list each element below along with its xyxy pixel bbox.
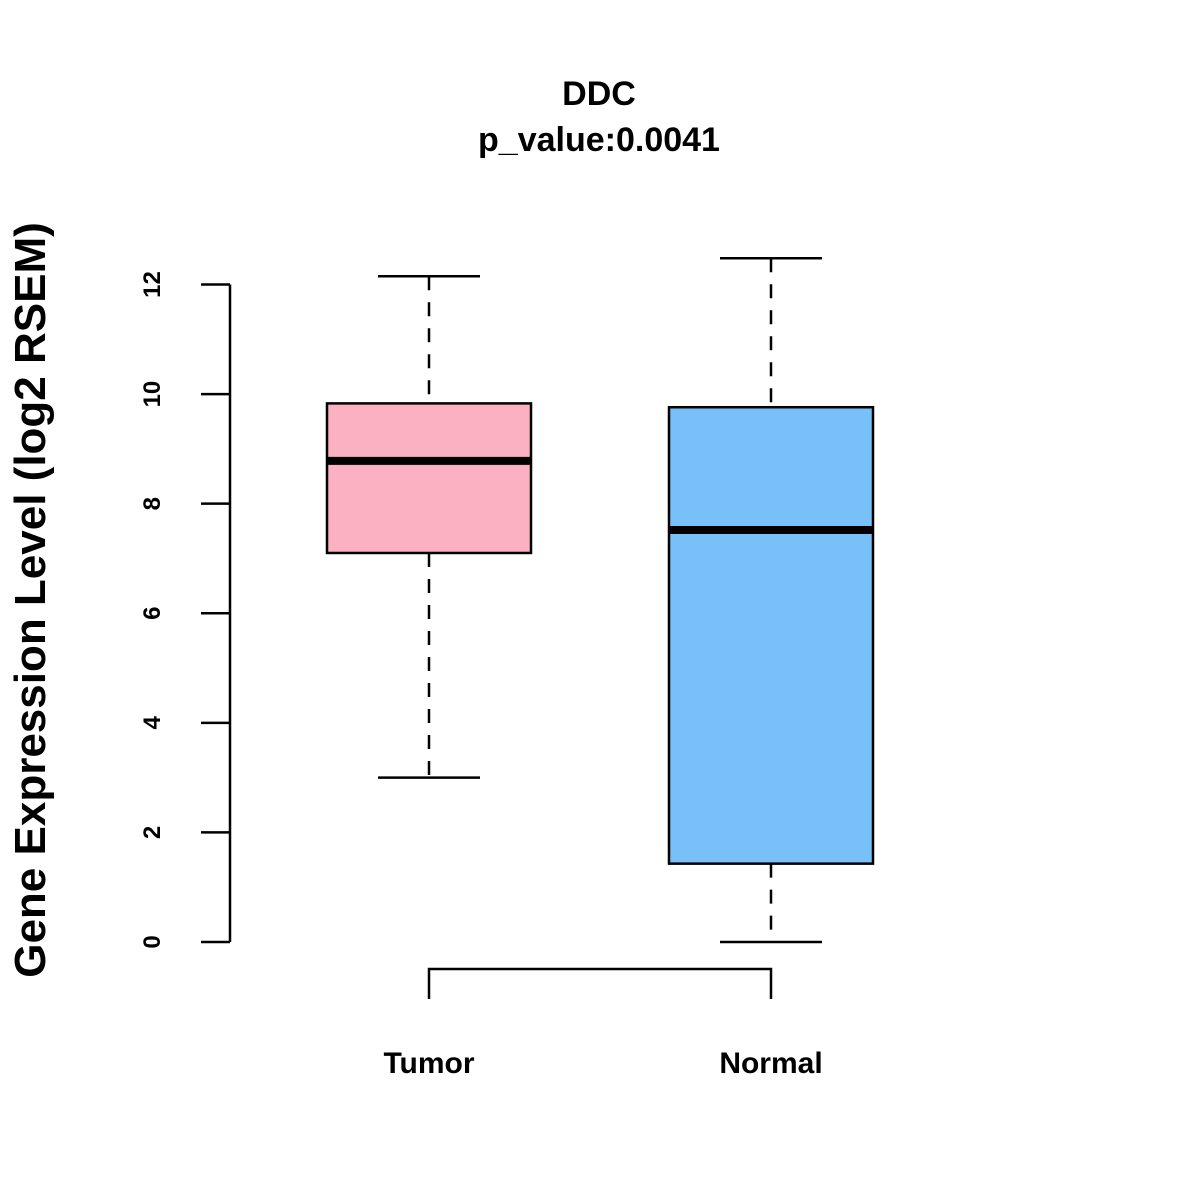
y-axis-label: Gene Expression Level (log2 RSEM) (6, 222, 55, 978)
y-tick-label: 12 (139, 271, 166, 298)
category-labels: Tumor Normal (383, 1047, 822, 1080)
box-normal (667, 256, 875, 944)
y-tick-label: 8 (139, 497, 166, 510)
chart-subtitle: p_value:0.0041 (478, 121, 720, 159)
iqr-box (667, 405, 875, 865)
category-label-normal: Normal (719, 1047, 822, 1080)
y-tick-label: 10 (139, 381, 166, 408)
box-group (325, 256, 875, 944)
chart-title: DDC (562, 75, 636, 113)
y-tick-label: 6 (139, 607, 166, 620)
box-tumor (325, 275, 533, 779)
y-tick-label: 4 (139, 716, 166, 730)
bracket-line (427, 967, 773, 999)
y-tick-label: 2 (139, 826, 166, 839)
comparison-bracket (427, 967, 773, 999)
y-tick-label: 0 (139, 935, 166, 948)
category-label-tumor: Tumor (383, 1047, 474, 1080)
iqr-box (325, 402, 533, 555)
y-axis: 0 2 4 6 8 10 12 (139, 271, 232, 949)
